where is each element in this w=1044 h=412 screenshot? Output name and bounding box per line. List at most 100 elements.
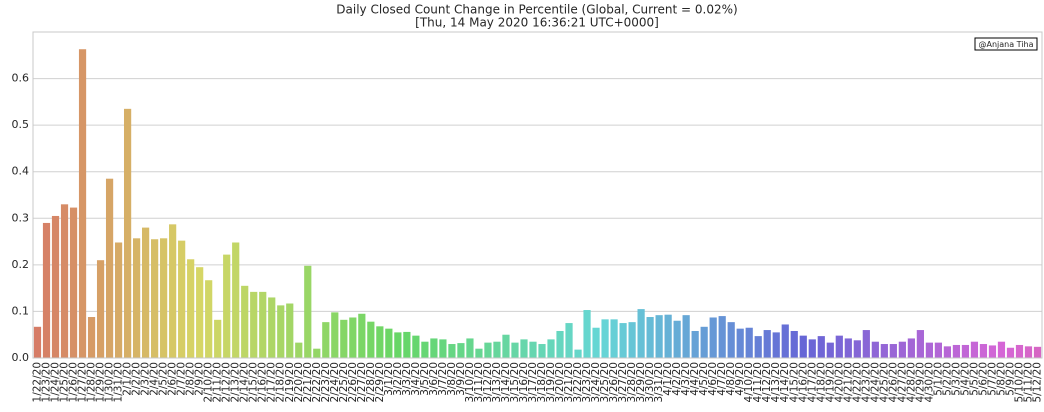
bar [655,315,663,358]
x-tick-label: 3/11/20 [473,362,485,402]
bar [898,341,906,358]
bar [475,348,483,358]
bar [673,320,681,358]
bar [484,342,492,358]
bar [214,319,222,358]
bar [781,324,789,358]
bar [934,342,943,358]
x-tick-label: 3/15/20 [509,362,521,402]
bar [160,238,168,358]
x-tick-label: 3/28/20 [626,362,638,402]
bar [907,338,915,358]
x-tick-label: 2/19/20 [284,362,296,402]
x-tick-label: 2/4/20 [149,362,161,396]
x-tick-label: 3/14/20 [500,362,512,402]
x-tick-label: 5/9/20 [1004,362,1016,396]
bar [205,280,213,358]
y-tick-label: 0.3 [12,211,30,224]
bar [430,338,438,358]
y-tick-label: 0.6 [12,72,30,85]
x-tick-label: 1/24/20 [50,362,62,402]
x-tick-label: 5/8/20 [995,362,1007,396]
bar [601,319,609,358]
bar [583,310,591,358]
bar [763,330,771,358]
x-tick-label: 4/12/20 [761,362,773,402]
bar [376,326,384,358]
bar [385,328,393,358]
bar [709,317,717,358]
bar [196,267,204,358]
x-tick-label: 5/3/20 [950,362,962,396]
x-tick-label: 3/7/20 [437,362,449,396]
x-tick-label: 2/26/20 [347,362,359,402]
bar [340,319,348,358]
x-tick-label: 2/14/20 [239,362,251,402]
chart-subtitle: [Thu, 14 May 2020 16:36:21 UTC+0000] [415,16,659,30]
x-tick-label: 3/30/20 [644,362,656,402]
bar [556,330,564,358]
bar [96,260,105,358]
x-tick-label: 2/10/20 [203,362,215,402]
bar [69,207,78,358]
x-tick-label: 3/3/20 [401,362,413,396]
bar [87,317,96,358]
bar [790,330,798,358]
annotation-box [974,37,1038,51]
bar [952,344,961,358]
bar [979,344,988,358]
bar [880,344,888,358]
axes-frame [32,31,1043,359]
bar [538,344,546,358]
bar [331,312,339,358]
bar [736,328,744,358]
x-tick-label: 3/29/20 [635,362,647,402]
bar [862,330,870,358]
x-tick-label: 2/2/20 [131,362,143,396]
x-tick-label: 3/12/20 [482,362,494,402]
x-tick-label: 4/17/20 [806,362,818,402]
bar [853,340,861,358]
bar [295,342,303,358]
x-tick-label: 4/30/20 [923,362,935,402]
y-tick-label: 0.1 [12,304,30,317]
x-tick-label: 4/3/20 [680,362,692,396]
bar [718,316,726,358]
x-tick-label: 3/6/20 [428,362,440,396]
bar [132,238,141,358]
bar [403,331,411,358]
bar [78,49,87,358]
bar [970,341,979,358]
bar [1015,344,1024,358]
bar [466,338,474,358]
bar [637,309,645,358]
bar [547,339,555,358]
y-tick-label: 0.4 [12,165,30,178]
bar [988,345,997,358]
bar [223,254,231,358]
x-tick-label: 3/13/20 [491,362,503,402]
bar [142,227,150,358]
x-tick-label: 2/5/20 [158,362,170,396]
x-tick-label: 4/28/20 [905,362,917,402]
bar [502,334,510,358]
x-tick-label: 1/22/20 [32,362,44,402]
bar [232,242,240,358]
bar [178,240,186,358]
x-tick-label: 2/27/20 [356,362,368,402]
x-tick-label: 4/15/20 [788,362,800,402]
x-tick-label: 4/23/20 [860,362,872,402]
x-tick-label: 1/23/20 [41,362,53,402]
x-tick-label: 3/20/20 [554,362,566,402]
bar [1006,347,1015,358]
x-tick-label: 4/16/20 [797,362,809,402]
x-tick-label: 3/22/20 [572,362,584,402]
x-tick-label: 2/29/20 [374,362,386,402]
x-tick-label: 4/24/20 [869,362,881,402]
x-tick-label: 2/7/20 [176,362,188,396]
x-tick-label: 4/6/20 [707,362,719,396]
x-tick-label: 5/7/20 [986,362,998,396]
bar [439,339,447,358]
x-tick-label: 4/27/20 [896,362,908,402]
x-tick-label: 3/8/20 [446,362,458,396]
